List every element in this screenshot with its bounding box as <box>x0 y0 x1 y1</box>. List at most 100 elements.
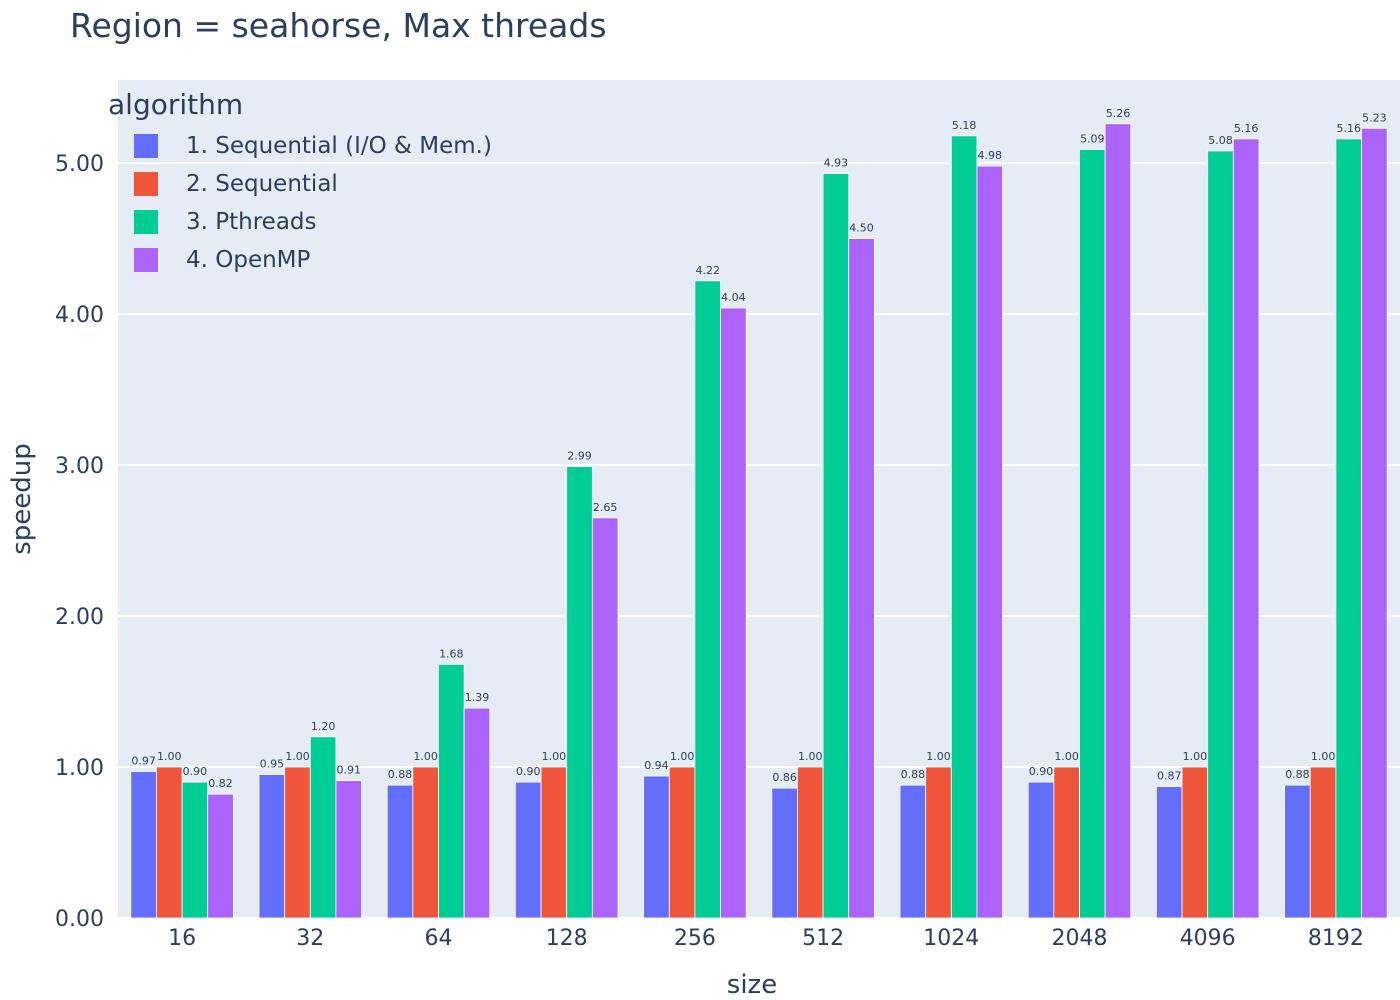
y-tick-label: 1.00 <box>55 756 104 781</box>
bar <box>1207 150 1234 919</box>
x-tick-label: 128 <box>546 926 588 951</box>
y-axis-title: speedup <box>7 443 37 555</box>
bar <box>566 466 593 919</box>
bar-value-label: 2.65 <box>593 501 618 514</box>
bar-value-label: 4.22 <box>695 264 720 277</box>
bar-value-label: 1.00 <box>157 750 182 763</box>
bar-value-label: 4.93 <box>824 157 849 170</box>
bar <box>1361 127 1388 919</box>
bar <box>207 793 234 919</box>
bar <box>515 781 542 919</box>
bar <box>1309 766 1337 919</box>
bar <box>1053 766 1080 919</box>
bar <box>156 766 183 919</box>
bar-value-label: 4.50 <box>849 222 874 235</box>
bar-value-label: 5.16 <box>1234 122 1259 135</box>
bar-value-label: 0.90 <box>1029 765 1054 778</box>
bar-value-label: 1.39 <box>465 691 490 704</box>
bar <box>797 766 824 919</box>
bar-value-label: 5.09 <box>1080 132 1105 145</box>
legend-item[interactable]: 2. Sequential <box>108 165 492 203</box>
bar-value-label: 0.90 <box>516 765 541 778</box>
bar <box>284 766 311 919</box>
x-tick-label: 1024 <box>923 926 979 951</box>
bar <box>1181 766 1209 919</box>
bar <box>771 787 798 919</box>
bar-value-label: 5.26 <box>1106 107 1131 120</box>
legend-swatch <box>134 210 158 234</box>
bar-value-label: 1.68 <box>439 647 464 660</box>
bar-value-label: 5.23 <box>1362 111 1387 124</box>
bar <box>309 736 337 919</box>
bar-value-label: 5.16 <box>1336 122 1361 135</box>
bar-value-label: 2.99 <box>567 450 592 463</box>
bar-value-label: 0.87 <box>1157 770 1182 783</box>
bar <box>899 784 927 919</box>
bar-value-label: 1.00 <box>285 750 310 763</box>
x-tick-label: 4096 <box>1180 926 1236 951</box>
y-tick-label: 2.00 <box>55 605 104 630</box>
bar-value-label: 1.00 <box>798 750 823 763</box>
bar-value-label: 1.00 <box>542 750 567 763</box>
bar <box>130 771 157 919</box>
x-tick-label: 32 <box>296 926 324 951</box>
bar <box>335 780 362 919</box>
bar-value-label: 0.88 <box>388 768 413 781</box>
bar-value-label: 1.00 <box>670 750 695 763</box>
legend-swatch <box>134 172 158 196</box>
bar <box>412 766 439 919</box>
bar-value-label: 0.94 <box>644 759 669 772</box>
bar <box>1232 138 1260 919</box>
legend-swatch <box>134 134 158 158</box>
bar <box>822 173 850 919</box>
bar-value-label: 1.20 <box>311 720 336 733</box>
bar-value-label: 0.95 <box>260 758 285 771</box>
legend: algorithm 1. Sequential (I/O & Mem.) 2. S… <box>108 88 492 279</box>
legend-item[interactable]: 4. OpenMP <box>108 241 492 279</box>
bar-value-label: 0.82 <box>208 777 233 790</box>
bar <box>1027 781 1055 919</box>
x-tick-label: 256 <box>674 926 716 951</box>
bar <box>1104 123 1132 919</box>
x-tick-label: 16 <box>168 926 196 951</box>
bar <box>950 135 978 919</box>
bar <box>976 165 1003 919</box>
bar <box>1284 784 1311 919</box>
bar-value-label: 4.98 <box>978 149 1003 162</box>
bar <box>438 663 465 919</box>
legend-items: 1. Sequential (I/O & Mem.) 2. Sequential 3… <box>108 127 492 279</box>
bar <box>1079 149 1106 919</box>
y-tick-label: 4.00 <box>55 303 104 328</box>
legend-label: 2. Sequential <box>186 171 338 197</box>
bar <box>643 775 670 919</box>
legend-item[interactable]: 3. Pthreads <box>108 203 492 241</box>
bar <box>386 784 414 919</box>
bar <box>1335 138 1362 919</box>
bar-value-label: 1.00 <box>413 750 438 763</box>
x-tick-label: 64 <box>425 926 453 951</box>
bar-value-label: 0.97 <box>131 755 156 768</box>
legend-label: 4. OpenMP <box>186 247 311 273</box>
bar <box>1156 786 1183 919</box>
legend-label: 1. Sequential (I/O & Mem.) <box>186 133 492 159</box>
bar <box>848 238 875 919</box>
legend-item[interactable]: 1. Sequential (I/O & Mem.) <box>108 127 492 165</box>
y-tick-label: 0.00 <box>55 907 104 932</box>
x-tick-label: 2048 <box>1052 926 1108 951</box>
bar <box>463 707 491 919</box>
bar <box>925 766 952 919</box>
bar-value-label: 0.88 <box>901 768 926 781</box>
x-tick-label: 512 <box>802 926 844 951</box>
bar <box>591 517 619 919</box>
bar-value-label: 0.90 <box>183 765 208 778</box>
bar <box>540 766 568 919</box>
bar-value-label: 1.00 <box>1183 750 1208 763</box>
bar-value-label: 5.18 <box>952 119 977 132</box>
bar-value-label: 0.91 <box>337 764 362 777</box>
bar-value-label: 5.08 <box>1208 134 1233 147</box>
bar <box>668 766 696 919</box>
legend-label: 3. Pthreads <box>186 209 317 235</box>
bar-value-label: 1.00 <box>926 750 951 763</box>
bar-value-label: 0.88 <box>1285 768 1310 781</box>
bar-value-label: 1.00 <box>1311 750 1336 763</box>
